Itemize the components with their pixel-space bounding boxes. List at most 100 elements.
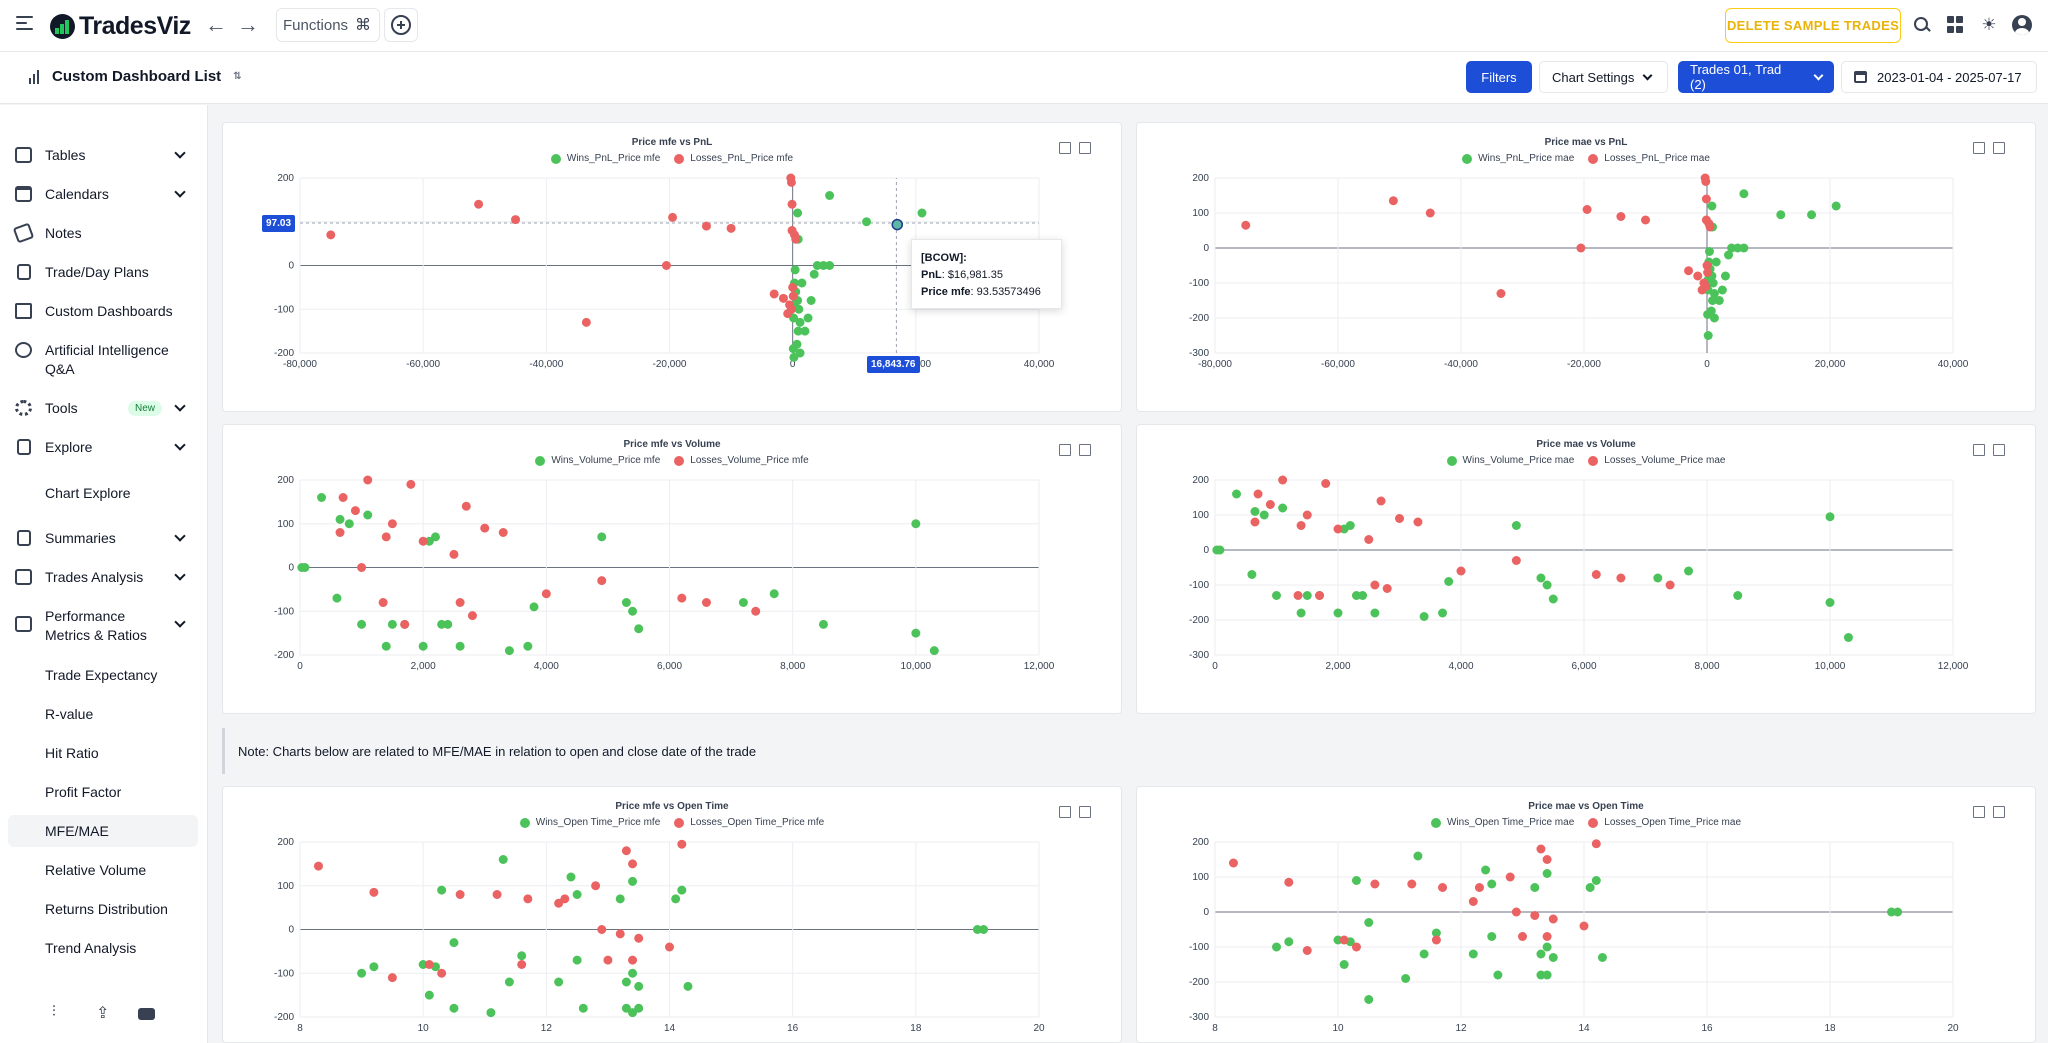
- win-point[interactable]: [449, 1003, 459, 1013]
- win-point[interactable]: [634, 981, 644, 991]
- win-point[interactable]: [1284, 937, 1294, 947]
- win-point[interactable]: [793, 326, 803, 336]
- loss-point[interactable]: [1413, 517, 1423, 527]
- loss-point[interactable]: [511, 215, 521, 225]
- win-point[interactable]: [1887, 907, 1896, 917]
- sliders-icon[interactable]: ⫶: [52, 1003, 56, 1020]
- win-point[interactable]: [1370, 608, 1380, 618]
- win-point[interactable]: [671, 894, 681, 904]
- sidebar-item-profit-factor[interactable]: Profit Factor: [45, 784, 122, 800]
- win-point[interactable]: [1345, 521, 1355, 530]
- win-point[interactable]: [825, 261, 835, 270]
- loss-point[interactable]: [628, 955, 638, 965]
- win-point[interactable]: [455, 641, 465, 651]
- sidebar-item-trades-analysis[interactable]: Trades Analysis: [0, 564, 208, 590]
- win-point[interactable]: [634, 624, 644, 634]
- loss-point[interactable]: [701, 221, 711, 231]
- scatter-plot[interactable]: -300 -200 -100 0 100 200 -80,000 -60,000 -40,000…: [1137, 123, 2037, 413]
- date-range-picker[interactable]: 2023-01-04 - 2025-07-17: [1841, 61, 2037, 93]
- win-point[interactable]: [1548, 594, 1558, 604]
- restore-icon[interactable]: [1993, 142, 2005, 154]
- win-point[interactable]: [803, 313, 813, 323]
- zoom-icon[interactable]: [1973, 444, 1985, 456]
- win-point[interactable]: [1739, 243, 1749, 253]
- win-point[interactable]: [1333, 608, 1343, 618]
- win-point[interactable]: [1413, 851, 1423, 861]
- loss-point[interactable]: [1395, 514, 1404, 523]
- loss-point[interactable]: [665, 942, 674, 952]
- loss-point[interactable]: [1684, 266, 1694, 276]
- win-point[interactable]: [1548, 953, 1558, 962]
- loss-point[interactable]: [668, 212, 678, 222]
- add-button[interactable]: [384, 8, 418, 42]
- zoom-icon[interactable]: [1059, 142, 1071, 154]
- win-point[interactable]: [529, 602, 539, 612]
- loss-point[interactable]: [1364, 535, 1374, 544]
- loss-point[interactable]: [751, 606, 761, 616]
- user-avatar-icon[interactable]: [2012, 15, 2032, 35]
- win-point[interactable]: [1893, 907, 1903, 917]
- loss-point[interactable]: [1228, 858, 1238, 868]
- win-point[interactable]: [1351, 876, 1361, 885]
- win-point[interactable]: [795, 317, 805, 327]
- loss-point[interactable]: [769, 289, 779, 299]
- win-point[interactable]: [566, 872, 576, 882]
- win-point[interactable]: [621, 977, 631, 987]
- loss-point[interactable]: [1333, 524, 1343, 534]
- win-point[interactable]: [1468, 949, 1478, 959]
- delete-sample-trades-button[interactable]: DELETE SAMPLE TRADES: [1725, 8, 1901, 43]
- win-point[interactable]: [572, 890, 582, 899]
- loss-point[interactable]: [1296, 521, 1306, 530]
- win-point[interactable]: [1536, 949, 1546, 959]
- win-point[interactable]: [1739, 189, 1749, 199]
- win-point[interactable]: [597, 532, 607, 542]
- win-point[interactable]: [628, 968, 638, 978]
- win-point[interactable]: [1733, 591, 1743, 600]
- loss-point[interactable]: [1388, 196, 1398, 206]
- win-point[interactable]: [332, 593, 342, 603]
- win-point[interactable]: [1247, 570, 1257, 579]
- win-point[interactable]: [1339, 960, 1349, 969]
- loss-point[interactable]: [1376, 496, 1386, 506]
- loss-point[interactable]: [363, 475, 373, 485]
- forward-arrow-icon[interactable]: →: [237, 12, 259, 37]
- loss-point[interactable]: [1425, 208, 1435, 218]
- loss-point[interactable]: [786, 173, 796, 183]
- loss-point[interactable]: [1407, 879, 1417, 889]
- loss-point[interactable]: [1370, 879, 1380, 889]
- win-point[interactable]: [793, 208, 803, 218]
- legend-item[interactable]: Wins_Volume_Price mfe: [535, 455, 660, 466]
- loss-point[interactable]: [400, 619, 410, 629]
- win-point[interactable]: [818, 261, 828, 270]
- zoom-icon[interactable]: [1059, 444, 1071, 456]
- sidebar-item-ai-qa[interactable]: Artificial Intelligence Q&A: [0, 337, 208, 379]
- sidebar-item-chart-explore[interactable]: Chart Explore: [45, 485, 131, 501]
- scatter-plot[interactable]: -200 -100 0 100 200 8 10 12 14 16 18 20: [223, 787, 1123, 1043]
- upload-icon[interactable]: ⇪: [96, 1005, 110, 1022]
- win-point[interactable]: [1419, 949, 1429, 959]
- loss-point[interactable]: [1616, 212, 1626, 221]
- loss-point[interactable]: [1370, 580, 1380, 590]
- win-point[interactable]: [1776, 210, 1786, 220]
- loss-point[interactable]: [1700, 173, 1710, 183]
- sidebar-item-trade-expectancy[interactable]: Trade Expectancy: [45, 667, 158, 683]
- legend-item[interactable]: Losses_PnL_Price mae: [1588, 153, 1710, 164]
- loss-point[interactable]: [480, 523, 490, 533]
- loss-point[interactable]: [661, 261, 671, 270]
- loss-point[interactable]: [1250, 517, 1260, 527]
- win-point[interactable]: [1591, 876, 1601, 885]
- win-point[interactable]: [809, 269, 819, 279]
- win-point[interactable]: [1707, 201, 1717, 211]
- win-point[interactable]: [523, 641, 533, 651]
- win-point[interactable]: [1493, 970, 1503, 980]
- win-point[interactable]: [1487, 932, 1497, 941]
- win-point[interactable]: [1542, 580, 1552, 590]
- win-point[interactable]: [797, 278, 807, 288]
- win-point[interactable]: [418, 960, 428, 969]
- win-point[interactable]: [1542, 869, 1552, 878]
- win-point[interactable]: [1358, 591, 1368, 600]
- legend-item[interactable]: Wins_PnL_Price mae: [1462, 153, 1574, 164]
- win-point[interactable]: [504, 977, 514, 987]
- win-point[interactable]: [1704, 247, 1714, 256]
- win-point[interactable]: [1585, 883, 1595, 892]
